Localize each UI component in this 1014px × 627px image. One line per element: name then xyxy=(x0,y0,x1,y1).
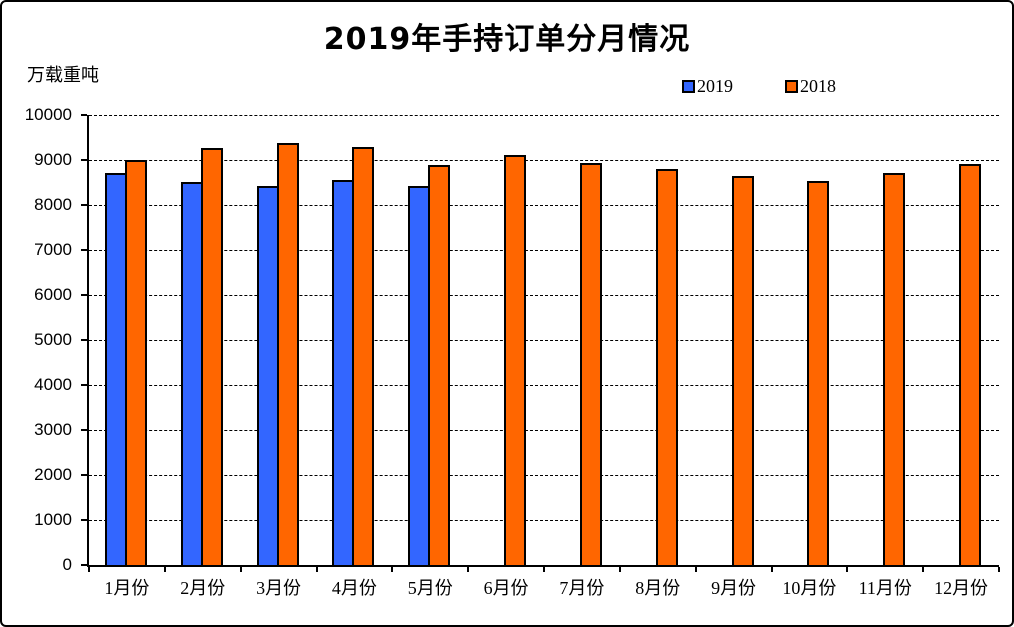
y-axis-tick xyxy=(81,474,87,476)
x-axis-tick xyxy=(88,567,90,572)
bar-2019-month-5 xyxy=(408,186,431,565)
gridline-10000 xyxy=(89,115,999,116)
x-axis-tick xyxy=(618,567,621,572)
x-axis-label-11: 11月份 xyxy=(858,578,912,598)
y-axis-label-6000: 6000 xyxy=(34,285,72,304)
gridline-8000 xyxy=(89,205,999,206)
y-axis-tick xyxy=(81,159,87,161)
bar-2018-month-6 xyxy=(504,155,527,565)
y-axis-tick xyxy=(81,249,87,251)
x-axis-tick xyxy=(846,567,849,572)
y-axis-tick xyxy=(81,564,87,566)
x-axis-label-10: 10月份 xyxy=(782,578,837,598)
gridline-2000 xyxy=(89,475,999,476)
bar-2018-month-2 xyxy=(200,148,223,565)
x-axis-tick xyxy=(922,567,925,572)
x-axis-label-7: 7月份 xyxy=(559,578,605,598)
bar-2018-month-10 xyxy=(807,181,830,565)
x-axis-tick xyxy=(315,567,318,572)
x-axis-label-6: 6月份 xyxy=(483,578,529,598)
bar-2019-month-1 xyxy=(104,173,127,565)
gridline-5000 xyxy=(89,340,999,341)
legend-label-2018: 2018 xyxy=(800,76,836,96)
bar-2018-month-7 xyxy=(579,163,602,565)
y-axis-label-2000: 2000 xyxy=(34,465,72,484)
legend-item-2018: 2018 xyxy=(785,76,836,97)
y-axis-tick xyxy=(81,114,87,116)
gridline-9000 xyxy=(89,160,999,161)
x-axis-tick xyxy=(770,567,773,572)
y-axis-label-10000: 10000 xyxy=(24,105,72,124)
bar-2019-month-4 xyxy=(332,180,355,565)
x-axis-tick xyxy=(467,567,470,572)
bar-2019-month-3 xyxy=(256,186,279,565)
y-axis-tick xyxy=(81,429,87,431)
y-axis-tick xyxy=(81,204,87,206)
gridline-3000 xyxy=(89,430,999,431)
bar-2018-month-1 xyxy=(124,160,147,565)
legend-swatch-2019-icon xyxy=(682,80,695,93)
y-axis-label-4000: 4000 xyxy=(34,375,72,394)
y-axis-tick xyxy=(81,519,87,521)
legend: 2019 2018 xyxy=(682,76,836,97)
gridline-1000 xyxy=(89,520,999,521)
y-axis-tick xyxy=(81,384,87,386)
x-axis-label-5: 5月份 xyxy=(407,578,453,598)
x-axis-label-9: 9月份 xyxy=(711,578,757,598)
bar-2018-month-8 xyxy=(655,169,678,565)
x-axis-label-2: 2月份 xyxy=(180,578,226,598)
y-axis-label-0: 0 xyxy=(62,555,72,574)
gridline-6000 xyxy=(89,295,999,296)
x-axis-tick xyxy=(694,567,697,572)
x-axis-tick xyxy=(239,567,242,572)
x-axis-label-4: 4月份 xyxy=(331,578,377,598)
x-axis-tick xyxy=(998,567,1000,572)
y-axis-label-3000: 3000 xyxy=(34,420,72,439)
bar-2018-month-12 xyxy=(959,164,982,565)
y-axis-label-7000: 7000 xyxy=(34,240,72,259)
bar-2018-month-3 xyxy=(276,143,299,565)
bar-2018-month-9 xyxy=(731,176,754,565)
x-axis-label-8: 8月份 xyxy=(635,578,681,598)
x-axis-label-12: 12月份 xyxy=(934,578,989,598)
y-axis-tick xyxy=(81,294,87,296)
x-axis-tick xyxy=(391,567,394,572)
x-axis-label-3: 3月份 xyxy=(256,578,302,598)
y-axis-unit-label: 万载重吨 xyxy=(27,65,99,85)
y-axis-label-5000: 5000 xyxy=(34,330,72,349)
y-axis-label-8000: 8000 xyxy=(34,195,72,214)
y-axis-label-9000: 9000 xyxy=(34,150,72,169)
gridline-7000 xyxy=(89,250,999,251)
legend-label-2019: 2019 xyxy=(697,76,733,96)
legend-item-2019: 2019 xyxy=(682,76,733,97)
legend-swatch-2018-icon xyxy=(785,80,798,93)
bar-2018-month-4 xyxy=(352,147,375,565)
y-axis-tick xyxy=(81,339,87,341)
x-axis-tick xyxy=(543,567,545,572)
bar-2018-month-11 xyxy=(883,173,906,565)
y-axis-label-1000: 1000 xyxy=(34,510,72,529)
gridline-4000 xyxy=(89,385,999,386)
x-axis-tick xyxy=(163,567,166,572)
chart-title: 2019年手持订单分月情况 xyxy=(323,22,691,57)
bar-2018-month-5 xyxy=(428,165,451,565)
x-axis-label-1: 1月份 xyxy=(104,578,150,598)
plot-area xyxy=(87,115,999,567)
bar-2019-month-2 xyxy=(180,182,203,565)
